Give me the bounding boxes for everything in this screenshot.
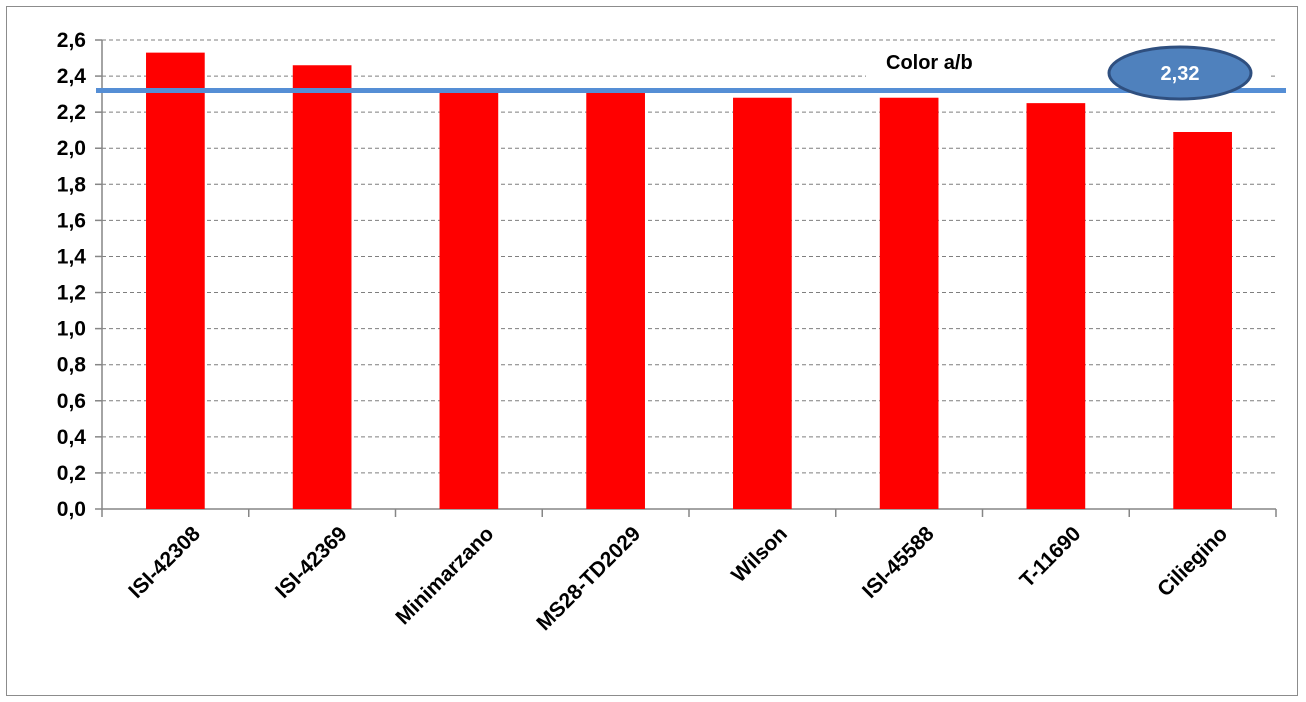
y-tick-labels: 0,0 0,2 0,4 0,6 0,8 1,0 1,2 1,4 1,6 1,8 2,0 2,2 2,4 2…: [57, 29, 87, 521]
reference-value-badge: 2,32: [1107, 45, 1253, 101]
y-tick-label: 0,8: [57, 354, 87, 377]
bar: [439, 92, 499, 510]
x-tick-label: ISI-45588: [858, 522, 939, 603]
bar: [292, 65, 352, 509]
reference-line-label: Color a/b: [886, 52, 973, 74]
bars: [146, 52, 1232, 510]
x-tick-label: MS28-TD2029: [532, 522, 645, 635]
bar: [146, 52, 205, 509]
y-tick-label: 1,8: [57, 173, 87, 196]
bar: [586, 92, 645, 510]
bar: [733, 97, 792, 509]
y-tick-label: 0,0: [57, 498, 86, 521]
y-tick-label: 0,2: [57, 462, 86, 485]
bar: [879, 97, 939, 509]
badge-ellipse: [1107, 45, 1253, 101]
x-tick-label: Minimarzano: [391, 522, 498, 629]
y-tick-label: 2,2: [57, 101, 86, 124]
y-tick-label: 0,6: [57, 390, 86, 413]
y-tick-label: 1,4: [57, 245, 87, 268]
y-tick-label: 2,4: [57, 65, 87, 88]
y-tick-label: 1,6: [57, 209, 86, 232]
y-tick-label: 1,0: [57, 318, 86, 341]
y-tick-label: 2,0: [57, 137, 86, 160]
badge-value-text: 2,32: [1161, 63, 1200, 85]
x-tick-label: ISI-42308: [124, 522, 205, 603]
x-tick-label: ISI-42369: [271, 522, 352, 603]
bar: [1173, 131, 1232, 509]
bar: [1026, 103, 1086, 509]
x-tick-marks: [101, 509, 1277, 517]
y-tick-label: 1,2: [57, 282, 86, 305]
x-tick-label: Ciliegino: [1153, 522, 1232, 601]
y-tick-label: 2,6: [57, 29, 86, 52]
axes: [101, 40, 1276, 510]
x-tick-labels: ISI-42308 ISI-42369 Minimarzano MS28-TD2029…: [124, 522, 1232, 635]
x-tick-label: T-11690: [1015, 522, 1085, 592]
y-tick-label: 0,4: [57, 426, 87, 449]
gridlines: [95, 39, 1276, 510]
x-tick-label: Wilson: [727, 522, 792, 587]
